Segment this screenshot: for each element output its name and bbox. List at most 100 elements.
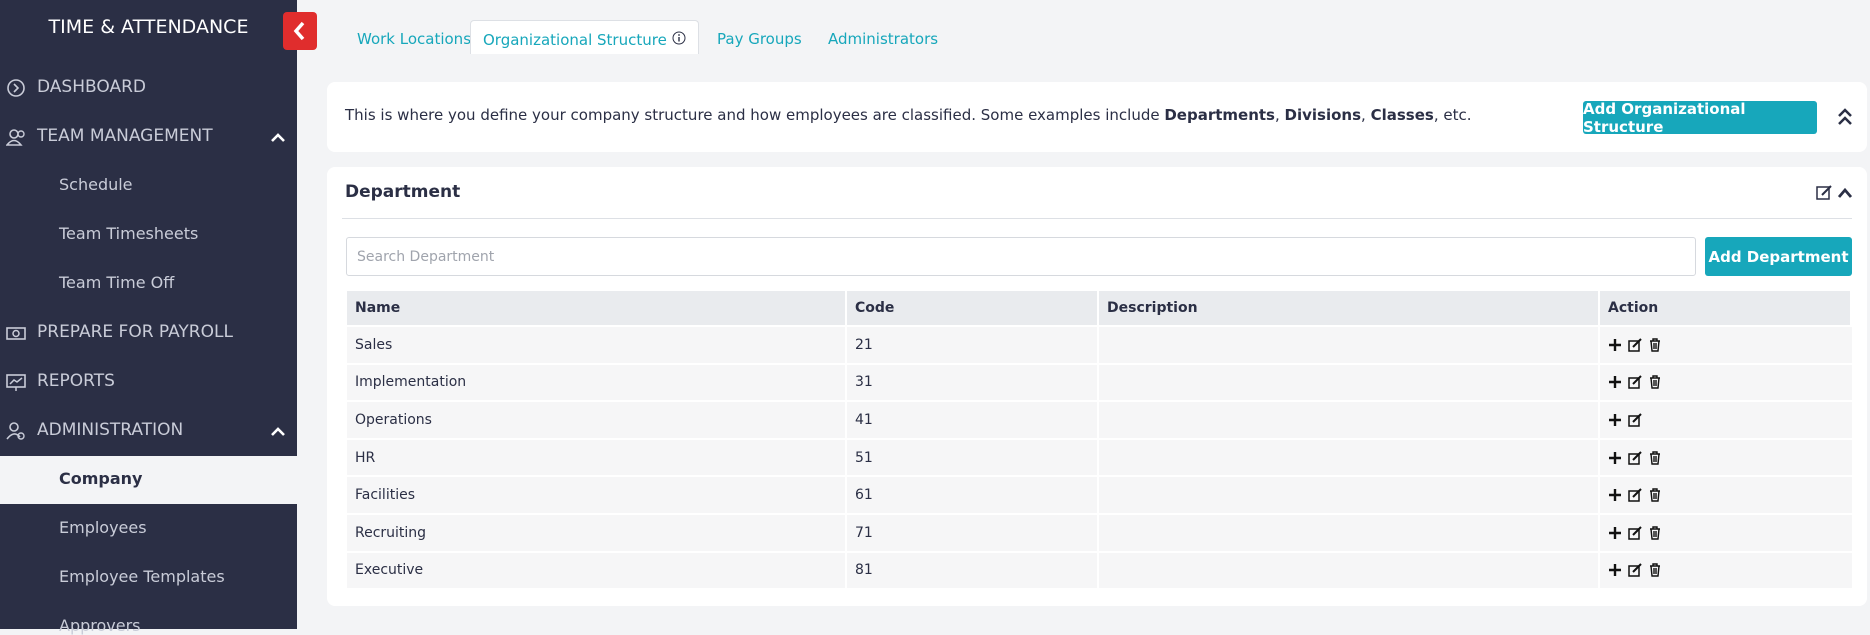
- add-icon[interactable]: [1608, 488, 1622, 502]
- cell-name: HR: [347, 439, 845, 476]
- search-input[interactable]: Search Department: [346, 237, 1696, 276]
- cell-action: [1600, 402, 1852, 438]
- cell-code: 21: [847, 327, 1097, 363]
- info-bold: Departments: [1164, 106, 1275, 124]
- submenu-item[interactable]: Schedule: [59, 175, 133, 194]
- cell-code: 81: [847, 552, 1097, 589]
- cell-description: [1099, 327, 1598, 363]
- collapse-all-icon[interactable]: [1835, 106, 1855, 128]
- cell-code: 31: [847, 364, 1097, 401]
- cell-name: Facilities: [347, 477, 845, 513]
- cell-action: [1600, 327, 1852, 363]
- department-title: Department: [345, 182, 461, 202]
- edit-icon[interactable]: [1628, 563, 1642, 578]
- delete-icon[interactable]: [1648, 450, 1662, 465]
- info-segment: ,: [1361, 106, 1371, 124]
- add-org-button[interactable]: Add Organizational Structure: [1583, 100, 1817, 136]
- cell-code: 61: [847, 477, 1097, 513]
- divider: [342, 218, 1852, 219]
- cell-action: [1600, 477, 1852, 513]
- menu-icon: [6, 78, 28, 98]
- tab-label: Organizational Structure: [483, 31, 667, 49]
- submenu-item[interactable]: Company: [59, 469, 143, 488]
- cell-description: [1099, 515, 1598, 551]
- submenu-item[interactable]: Team Timesheets: [59, 224, 199, 243]
- tab-label: Pay Groups: [717, 30, 802, 48]
- cell-description: [1099, 402, 1598, 438]
- menu-item[interactable]: TEAM MANAGEMENT: [37, 126, 213, 146]
- sidebar-title: TIME & ATTENDANCE: [48, 16, 249, 38]
- info-bold: Divisions: [1284, 106, 1362, 124]
- cell-name: Operations: [347, 402, 845, 438]
- cell-code: 41: [847, 402, 1097, 438]
- sidebar: TIME & ATTENDANCE DASHBOARD TEAM MANAGEME…: [0, 0, 297, 635]
- submenu-item[interactable]: Employees: [59, 518, 147, 537]
- edit-icon[interactable]: [1628, 338, 1642, 352]
- add-department-button[interactable]: Add Department: [1705, 237, 1852, 276]
- edit-icon[interactable]: [1628, 413, 1642, 427]
- cell-action: [1600, 515, 1852, 551]
- add-icon[interactable]: [1608, 375, 1622, 389]
- info-icon: [672, 31, 686, 45]
- cell-name: Sales: [347, 327, 845, 363]
- collapse-button[interactable]: [283, 12, 317, 50]
- info-segment: ,: [1274, 106, 1285, 124]
- cell-description: [1099, 552, 1598, 589]
- info-segment: This is where you define your company st…: [345, 106, 1165, 124]
- column-header: Description: [1099, 291, 1598, 325]
- menu-item[interactable]: ADMINISTRATION: [37, 420, 184, 440]
- cell-action: [1600, 439, 1852, 476]
- menu-item[interactable]: PREPARE FOR PAYROLL: [37, 322, 233, 342]
- edit-icon[interactable]: [1628, 526, 1642, 540]
- edit-icon[interactable]: [1628, 375, 1642, 390]
- add-icon[interactable]: [1608, 563, 1622, 577]
- menu-icon: [5, 127, 28, 147]
- card-tools[interactable]: [1815, 183, 1855, 203]
- add-icon[interactable]: [1608, 526, 1622, 540]
- submenu-item[interactable]: Team Time Off: [59, 273, 175, 292]
- cell-description: [1099, 364, 1598, 401]
- column-header: Name: [347, 291, 845, 325]
- cell-action: [1600, 364, 1852, 401]
- delete-icon[interactable]: [1648, 375, 1662, 390]
- active-bg: [0, 456, 297, 504]
- add-icon[interactable]: [1608, 338, 1622, 352]
- cell-code: 51: [847, 439, 1097, 476]
- cell-name: Executive: [347, 552, 845, 589]
- department-card: Department Search Department Add Departm…: [327, 167, 1867, 606]
- tab[interactable]: Work Locations: [357, 20, 471, 54]
- tab[interactable]: Pay Groups: [717, 20, 802, 54]
- menu-item[interactable]: DASHBOARD: [37, 77, 146, 97]
- info-card: This is where you define your company st…: [327, 82, 1867, 152]
- cell-code: 71: [847, 515, 1097, 551]
- tab[interactable]: Administrators: [828, 20, 938, 54]
- tab[interactable]: Organizational Structure: [470, 20, 699, 54]
- info-text: This is where you define your company st…: [345, 106, 1471, 124]
- expand-icon: [270, 424, 286, 438]
- cell-description: [1099, 439, 1598, 476]
- expand-icon: [270, 130, 286, 144]
- delete-icon[interactable]: [1648, 526, 1662, 540]
- edit-icon[interactable]: [1628, 488, 1642, 502]
- menu-item[interactable]: REPORTS: [37, 371, 115, 391]
- info-segment: , etc.: [1433, 106, 1472, 124]
- add-icon[interactable]: [1608, 413, 1622, 427]
- menu-icon: [6, 372, 28, 392]
- delete-icon[interactable]: [1648, 488, 1662, 502]
- submenu-item[interactable]: Approvers: [59, 616, 141, 635]
- delete-icon[interactable]: [1648, 563, 1662, 578]
- edit-icon[interactable]: [1628, 450, 1642, 465]
- cell-name: Recruiting: [347, 515, 845, 551]
- cell-description: [1099, 477, 1598, 513]
- submenu-item[interactable]: Employee Templates: [59, 567, 225, 586]
- menu-icon: [6, 421, 28, 441]
- column-header: Code: [847, 291, 1097, 325]
- tab-label: Work Locations: [357, 30, 472, 48]
- delete-icon[interactable]: [1648, 338, 1662, 352]
- add-icon[interactable]: [1608, 451, 1622, 465]
- collapse-icon: [293, 21, 305, 41]
- info-bold: Classes: [1370, 106, 1434, 124]
- cell-action: [1600, 552, 1852, 589]
- tab-label: Administrators: [828, 30, 939, 48]
